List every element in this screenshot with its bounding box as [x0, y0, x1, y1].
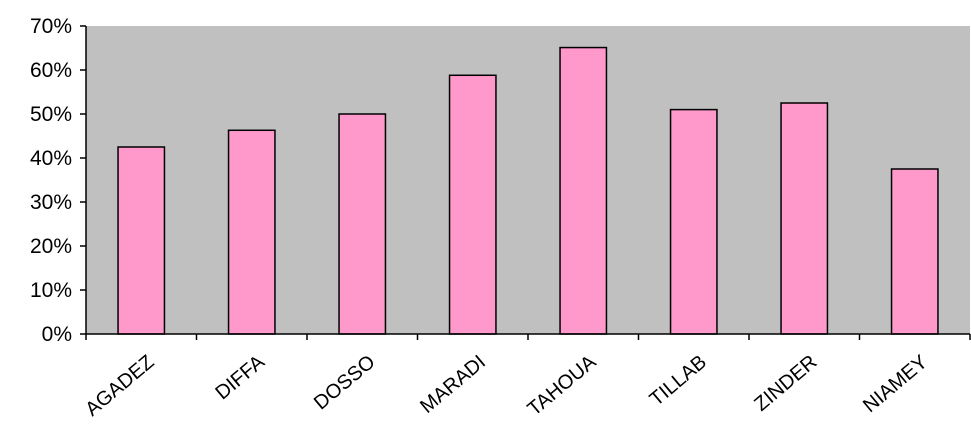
x-tick-label: TAHOUA: [524, 351, 601, 421]
x-tick-label: DIFFA: [211, 351, 269, 405]
y-tick-label: 10%: [30, 279, 72, 302]
bar: [227, 129, 276, 335]
bar: [669, 108, 718, 335]
y-tick-label: 70%: [30, 15, 72, 38]
bar: [117, 146, 166, 335]
bars-group: [117, 46, 939, 335]
y-tick-label: 40%: [30, 147, 72, 170]
x-tick-label: MARADI: [416, 351, 490, 418]
y-tick-label: 60%: [30, 59, 72, 82]
bar: [890, 168, 939, 335]
bar: [559, 46, 608, 335]
x-ticks-group: AGADEZ DIFFA DOSSO MARADI TAHOUA TILLAB ZINDER…: [81, 334, 971, 421]
bar: [448, 74, 497, 335]
y-tick-label: 0%: [42, 323, 72, 346]
y-tick-label: 20%: [30, 235, 72, 258]
y-tick-label: 50%: [30, 103, 72, 126]
x-tick-label: NIAMEY: [859, 351, 932, 417]
x-tick-label: AGADEZ: [81, 351, 158, 421]
bar: [780, 102, 829, 335]
bar: [338, 113, 387, 335]
y-tick-label: 30%: [30, 191, 72, 214]
x-tick-label: ZINDER: [750, 351, 821, 416]
x-tick-label: DOSSO: [310, 351, 379, 414]
plot-area: [86, 26, 970, 334]
y-ticks-group: 0% 10% 20% 30% 40% 50% 60% 70%: [30, 15, 86, 346]
x-tick-label: TILLAB: [646, 351, 711, 411]
